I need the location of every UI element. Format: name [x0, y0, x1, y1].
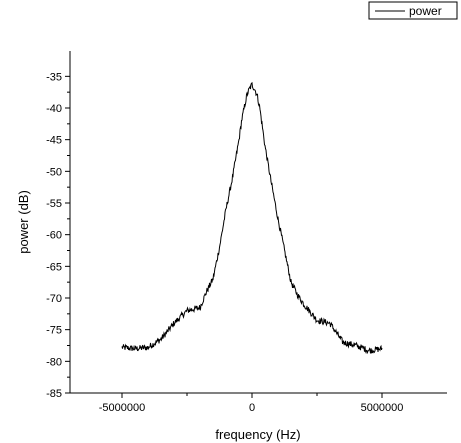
- legend: power: [368, 1, 458, 20]
- series-layer: [121, 81, 383, 355]
- y-tick-label: -65: [46, 261, 62, 273]
- y-tick-label: -85: [46, 388, 62, 400]
- y-tick-label: -55: [46, 198, 62, 210]
- y-axis-label: power (dB): [16, 190, 31, 254]
- x-ticks: -5000000 0 5000000: [99, 393, 404, 414]
- y-tick-label: -35: [46, 71, 62, 83]
- y-tick-label: -60: [46, 230, 62, 242]
- series-line-power: [121, 81, 383, 355]
- legend-label-power: power: [409, 4, 442, 18]
- y-tick-label: -50: [46, 166, 62, 178]
- x-axis-label: frequency (Hz): [215, 427, 300, 442]
- x-tick-label: -5000000: [99, 402, 146, 414]
- x-tick-label: 5000000: [361, 402, 404, 414]
- x-tick-label: 0: [249, 402, 255, 414]
- y-tick-label: -80: [46, 356, 62, 368]
- y-tick-label: -70: [46, 293, 62, 305]
- y-tick-label: -45: [46, 135, 62, 147]
- y-tick-label: -40: [46, 103, 62, 115]
- y-ticks: -85 -80 -75 -70 -65 -60 -55 -50 -45 -40 -35: [46, 71, 70, 400]
- legend-box: [368, 1, 458, 20]
- y-tick-label: -75: [46, 325, 62, 337]
